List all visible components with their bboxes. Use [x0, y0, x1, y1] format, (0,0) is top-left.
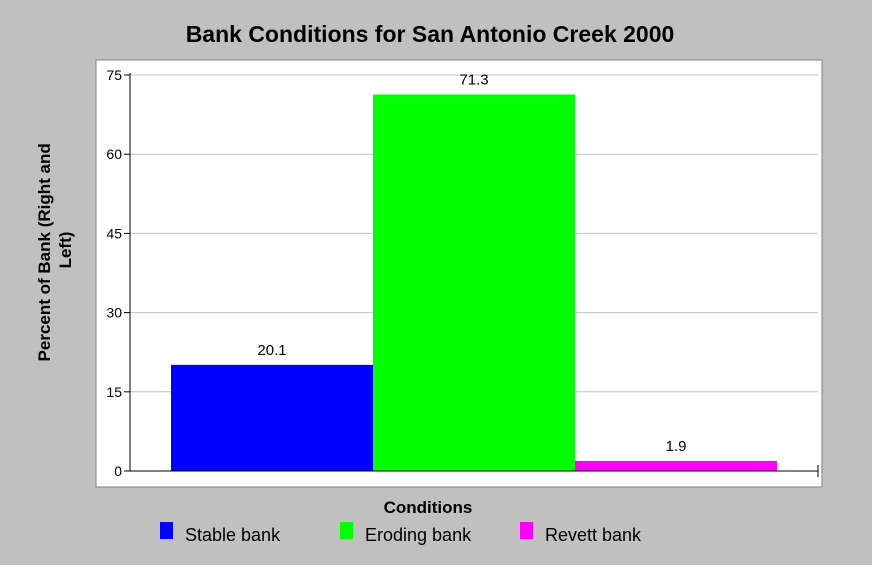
y-axis-title-line-2: Left) — [56, 232, 75, 269]
legend-swatch — [160, 522, 173, 539]
y-axis-title-line-1: Percent of Bank (Right and — [35, 143, 54, 361]
legend-swatch — [520, 522, 533, 539]
bar-revett-bank — [575, 460, 777, 471]
data-label: 1.9 — [666, 438, 687, 455]
axes — [124, 73, 819, 477]
bars — [171, 94, 777, 471]
data-label: 71.3 — [459, 72, 488, 89]
y-tick-label: 45 — [106, 225, 122, 241]
legend-label: Eroding bank — [365, 525, 472, 545]
bar-eroding-bank — [373, 94, 575, 471]
y-axis-title: Percent of Bank (Right and Left) — [35, 139, 75, 362]
y-tick-label: 15 — [106, 384, 122, 400]
x-axis-title: Conditions — [384, 498, 473, 517]
data-labels: 20.1 71.3 1.9 — [257, 72, 686, 455]
bar-stable-bank — [171, 364, 373, 471]
legend-label: Stable bank — [185, 525, 281, 545]
y-tick-label: 60 — [106, 146, 122, 162]
legend-swatch — [340, 522, 353, 539]
legend: Stable bank Eroding bank Revett bank — [160, 522, 642, 545]
y-tick-label: 30 — [106, 305, 122, 321]
legend-label: Revett bank — [545, 525, 642, 545]
chart-title: Bank Conditions for San Antonio Creek 20… — [186, 21, 675, 47]
data-label: 20.1 — [257, 342, 286, 359]
y-tick-label: 0 — [114, 463, 122, 479]
y-tick-labels: 0 15 30 45 60 75 — [106, 67, 122, 479]
y-tick-label: 75 — [106, 67, 122, 83]
